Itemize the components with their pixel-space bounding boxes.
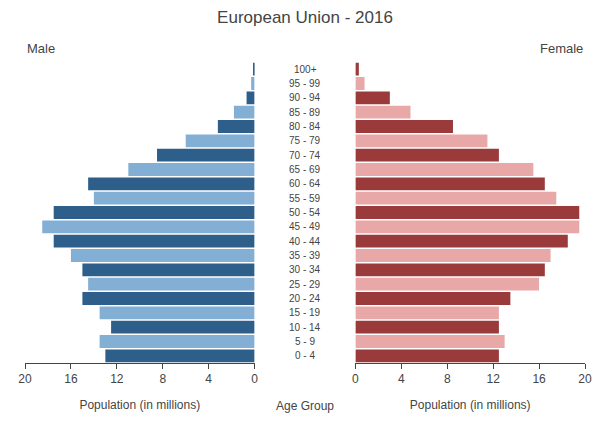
svg-text:65 - 69: 65 - 69 bbox=[289, 164, 321, 175]
svg-text:12: 12 bbox=[110, 372, 124, 386]
svg-text:80 - 84: 80 - 84 bbox=[289, 121, 321, 132]
svg-text:95 - 99: 95 - 99 bbox=[289, 78, 321, 89]
svg-text:100+: 100+ bbox=[294, 64, 317, 75]
svg-text:Population (in millions): Population (in millions) bbox=[79, 398, 200, 412]
svg-text:European Union - 2016: European Union - 2016 bbox=[217, 8, 393, 27]
svg-text:16: 16 bbox=[532, 372, 546, 386]
svg-text:0: 0 bbox=[352, 372, 359, 386]
svg-text:20: 20 bbox=[578, 372, 592, 386]
svg-text:8: 8 bbox=[159, 372, 166, 386]
svg-text:Age Group: Age Group bbox=[276, 399, 334, 413]
svg-text:35 - 39: 35 - 39 bbox=[289, 250, 321, 261]
svg-text:90 - 94: 90 - 94 bbox=[289, 92, 321, 103]
svg-text:5 - 9: 5 - 9 bbox=[295, 336, 315, 347]
svg-text:20: 20 bbox=[18, 372, 32, 386]
svg-text:Male: Male bbox=[27, 41, 55, 56]
svg-text:70 - 74: 70 - 74 bbox=[289, 150, 321, 161]
svg-text:55 - 59: 55 - 59 bbox=[289, 193, 321, 204]
svg-text:0 - 4: 0 - 4 bbox=[295, 350, 315, 361]
svg-text:0: 0 bbox=[251, 372, 258, 386]
svg-text:20 - 24: 20 - 24 bbox=[289, 293, 321, 304]
svg-text:Female: Female bbox=[540, 41, 583, 56]
svg-text:12: 12 bbox=[486, 372, 500, 386]
svg-text:75 - 79: 75 - 79 bbox=[289, 135, 321, 146]
svg-text:16: 16 bbox=[64, 372, 78, 386]
svg-text:60 - 64: 60 - 64 bbox=[289, 178, 321, 189]
svg-text:25 - 29: 25 - 29 bbox=[289, 279, 321, 290]
svg-text:50 - 54: 50 - 54 bbox=[289, 207, 321, 218]
svg-text:10 - 14: 10 - 14 bbox=[289, 322, 321, 333]
svg-text:45 - 49: 45 - 49 bbox=[289, 221, 321, 232]
svg-text:85 - 89: 85 - 89 bbox=[289, 107, 321, 118]
svg-text:4: 4 bbox=[205, 372, 212, 386]
svg-text:40 - 44: 40 - 44 bbox=[289, 236, 321, 247]
svg-text:15 - 19: 15 - 19 bbox=[289, 307, 321, 318]
svg-text:4: 4 bbox=[398, 372, 405, 386]
svg-text:Population (in millions): Population (in millions) bbox=[410, 398, 531, 412]
svg-text:8: 8 bbox=[444, 372, 451, 386]
svg-text:30 - 34: 30 - 34 bbox=[289, 264, 321, 275]
